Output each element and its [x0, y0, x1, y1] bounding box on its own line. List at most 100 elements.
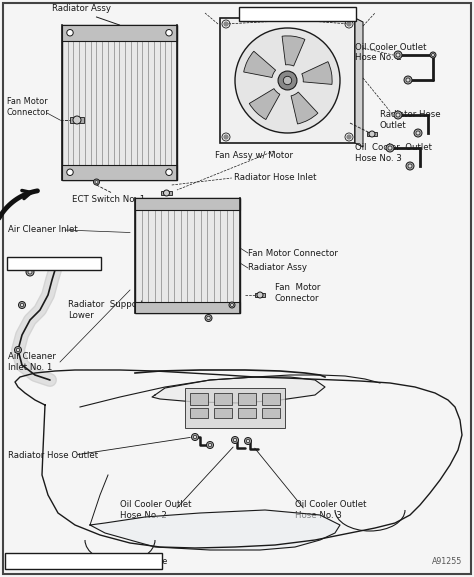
Polygon shape [152, 377, 325, 403]
Circle shape [406, 162, 414, 170]
Text: Radiator Hose Outlet: Radiator Hose Outlet [8, 451, 98, 459]
Wedge shape [302, 62, 332, 84]
Circle shape [396, 113, 400, 117]
Bar [161, 190, 172, 196]
Text: Radiator Assy: Radiator Assy [248, 264, 307, 272]
Wedge shape [244, 51, 275, 77]
Circle shape [246, 439, 250, 443]
Circle shape [394, 111, 402, 119]
Bar [255, 293, 265, 297]
Wedge shape [282, 36, 305, 66]
Text: Radiator  Support
Lower: Radiator Support Lower [68, 300, 144, 320]
Bar [238, 393, 256, 405]
Circle shape [283, 76, 292, 85]
Circle shape [193, 435, 197, 439]
Bar [62, 164, 177, 180]
Bar [238, 408, 256, 418]
Text: Oil Cooler Outlet
Hose No. 2: Oil Cooler Outlet Hose No. 2 [355, 43, 427, 62]
Bar [190, 393, 208, 405]
Circle shape [394, 51, 402, 59]
Circle shape [231, 436, 238, 444]
Circle shape [229, 302, 235, 308]
Circle shape [406, 78, 410, 82]
Circle shape [67, 169, 73, 175]
Text: Radiator Hose Inlet: Radiator Hose Inlet [234, 174, 316, 182]
Circle shape [167, 31, 171, 35]
Text: 5.0 (51, 44 in. lbf): 5.0 (51, 44 in. lbf) [257, 9, 337, 18]
Bar [185, 388, 285, 428]
Circle shape [235, 28, 340, 133]
Circle shape [388, 146, 392, 150]
Text: ECT Switch No. 1: ECT Switch No. 1 [72, 195, 145, 204]
Circle shape [164, 190, 170, 196]
Text: Fan  Motor
Connector: Fan Motor Connector [275, 283, 320, 303]
Circle shape [369, 131, 375, 137]
Text: Fan Assy w/ Motor: Fan Assy w/ Motor [215, 151, 293, 160]
Circle shape [257, 292, 263, 298]
Circle shape [396, 53, 400, 57]
Circle shape [347, 22, 351, 26]
Circle shape [222, 20, 230, 28]
Circle shape [233, 439, 237, 442]
FancyBboxPatch shape [239, 7, 356, 21]
Circle shape [166, 30, 172, 36]
Bar [214, 393, 232, 405]
Circle shape [208, 443, 212, 447]
Circle shape [345, 133, 353, 141]
FancyBboxPatch shape [5, 553, 162, 569]
Text: Oil  Cooler  Outlet
Hose No. 3: Oil Cooler Outlet Hose No. 3 [355, 143, 432, 163]
Text: 5.0 (51, 44 in. lbf): 5.0 (51, 44 in. lbf) [17, 261, 91, 267]
Circle shape [207, 441, 213, 448]
Bar [135, 198, 240, 209]
Text: Radiator Hose
Outlet: Radiator Hose Outlet [380, 110, 441, 130]
Circle shape [430, 52, 436, 58]
Circle shape [205, 314, 212, 321]
Wedge shape [249, 89, 280, 119]
Circle shape [386, 144, 394, 152]
Circle shape [404, 76, 412, 84]
Circle shape [166, 169, 172, 175]
FancyBboxPatch shape [7, 257, 101, 270]
Text: Air Cleaner
Inlet No. 1: Air Cleaner Inlet No. 1 [8, 353, 56, 372]
Text: Air Cleaner Inlet: Air Cleaner Inlet [8, 226, 78, 234]
Circle shape [278, 71, 297, 90]
Text: N m (kgf cm, ft lbf)  :  Specified torque: N m (kgf cm, ft lbf) : Specified torque [9, 556, 167, 565]
Text: Oil Cooler Outlet
Hose No. 2: Oil Cooler Outlet Hose No. 2 [120, 500, 191, 520]
Text: Fan Motor
Connector: Fan Motor Connector [7, 98, 50, 117]
Circle shape [347, 135, 351, 139]
Wedge shape [291, 92, 318, 124]
Circle shape [224, 135, 228, 139]
Circle shape [67, 30, 73, 36]
Circle shape [245, 437, 252, 444]
Circle shape [207, 316, 210, 320]
Text: Radiator Assy: Radiator Assy [52, 4, 111, 13]
Circle shape [93, 179, 100, 185]
Bar [135, 198, 240, 313]
Circle shape [95, 181, 98, 183]
Bar [366, 132, 377, 136]
Circle shape [431, 54, 435, 57]
Bar [135, 302, 240, 313]
Circle shape [73, 116, 81, 124]
Circle shape [15, 347, 21, 354]
Polygon shape [355, 18, 363, 147]
Bar [262, 408, 280, 418]
Text: A91255: A91255 [432, 557, 462, 567]
Circle shape [222, 133, 230, 141]
Circle shape [416, 131, 420, 135]
Circle shape [68, 170, 72, 174]
Circle shape [345, 20, 353, 28]
Circle shape [191, 433, 199, 440]
Circle shape [414, 129, 422, 137]
Circle shape [68, 31, 72, 35]
Bar [214, 408, 232, 418]
Circle shape [224, 22, 228, 26]
Text: Fan Motor Connector: Fan Motor Connector [248, 249, 338, 257]
Bar [62, 25, 177, 40]
Text: Oil Cooler Outlet
Hose No. 3: Oil Cooler Outlet Hose No. 3 [295, 500, 366, 520]
Bar [262, 393, 280, 405]
Circle shape [230, 304, 234, 306]
Circle shape [18, 302, 26, 309]
Polygon shape [90, 510, 340, 550]
Bar [220, 18, 355, 143]
